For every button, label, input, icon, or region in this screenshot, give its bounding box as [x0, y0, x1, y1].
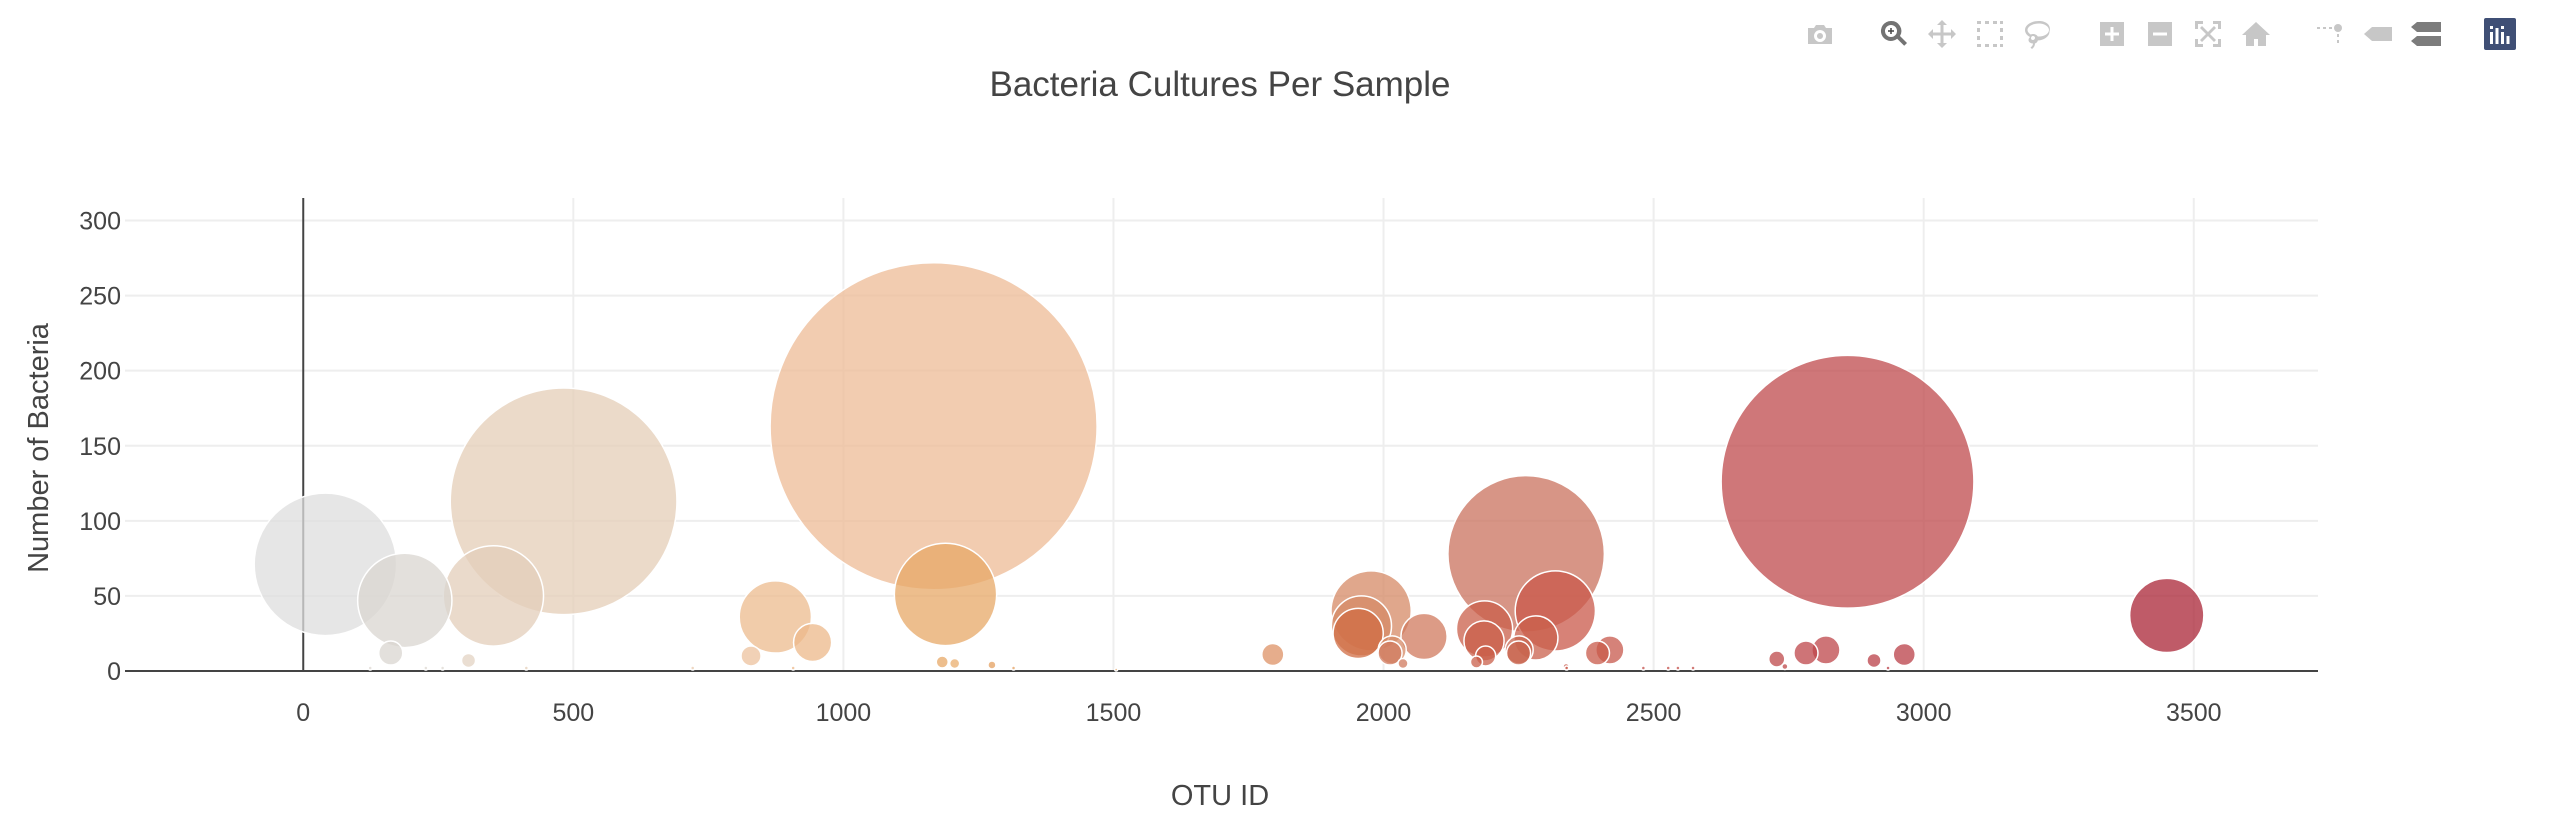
hover-closest-button[interactable] — [2354, 14, 2402, 54]
bubble-point[interactable] — [1563, 665, 1570, 671]
box-select-icon — [1977, 21, 2003, 47]
bubble-point[interactable] — [1400, 612, 1448, 661]
x-axis-title: OTU ID — [1171, 780, 1269, 812]
bubble-point[interactable] — [1781, 662, 1789, 671]
bubble-point[interactable] — [790, 665, 796, 671]
bubble-point[interactable] — [1113, 667, 1119, 672]
spike-lines-button[interactable] — [2306, 14, 2354, 54]
zoom-icon — [1880, 20, 1907, 46]
download-png-button[interactable] — [1796, 14, 1844, 54]
bubble-point[interactable] — [367, 665, 373, 671]
bubble-point[interactable] — [738, 580, 813, 654]
bubble-point[interactable] — [1377, 640, 1403, 666]
x-tick-label: 0 — [296, 699, 310, 727]
x-tick-label: 2000 — [1356, 699, 1412, 727]
modebar-group-logo — [2476, 14, 2524, 54]
bubble-point[interactable] — [1665, 665, 1671, 671]
modebar — [1770, 14, 2524, 54]
bubble-point[interactable] — [769, 261, 1098, 591]
y-tick-label: 200 — [79, 358, 121, 386]
bubble-point[interactable] — [423, 665, 429, 671]
bubble-point[interactable] — [1640, 665, 1647, 671]
pan-button[interactable] — [1918, 14, 1966, 54]
bubble-point[interactable] — [442, 545, 545, 647]
autoscale-icon — [2195, 21, 2221, 47]
zoom-in-button[interactable] — [2088, 14, 2136, 54]
plotly-logo-button[interactable] — [2476, 14, 2524, 54]
bubble-point[interactable] — [1866, 652, 1882, 669]
modebar-group-zoom — [2088, 14, 2280, 54]
zoom-in-icon — [2100, 22, 2124, 46]
x-tick-label: 2500 — [1626, 699, 1682, 727]
bubble-point[interactable] — [1892, 642, 1917, 667]
bubble-point[interactable] — [523, 665, 530, 671]
hover-compare-icon — [2411, 22, 2441, 46]
modebar-group-hover — [2306, 14, 2450, 54]
modebar-group-export — [1796, 14, 1844, 54]
pan-icon — [1928, 20, 1956, 48]
y-axis-title: Number of Bacteria — [23, 322, 55, 573]
bubble-point[interactable] — [1469, 655, 1484, 669]
y-tick-label: 100 — [79, 508, 121, 536]
plotly-logo-icon — [2484, 18, 2516, 50]
bubble-point[interactable] — [1767, 650, 1786, 668]
bubble-point[interactable] — [1505, 640, 1532, 666]
x-tick-label: 3000 — [1896, 699, 1952, 727]
spike-lines-icon — [2317, 24, 2342, 43]
bubble-point[interactable] — [1010, 665, 1017, 671]
lasso-select-button[interactable] — [2014, 14, 2062, 54]
x-tick-label: 1500 — [1086, 699, 1142, 727]
bubble-point[interactable] — [377, 640, 404, 666]
bubble-point[interactable] — [740, 645, 762, 667]
home-icon — [2242, 22, 2270, 46]
zoom-button[interactable] — [1870, 14, 1918, 54]
bubble-point[interactable] — [439, 665, 446, 671]
bubble-point[interactable] — [460, 652, 477, 669]
y-tick-labels: 0 50 100 150 200 250 300 — [79, 208, 121, 686]
camera-icon — [1808, 25, 1832, 44]
x-tick-label: 500 — [552, 699, 594, 727]
bubble-point[interactable] — [1584, 640, 1611, 666]
reset-axes-button[interactable] — [2232, 14, 2280, 54]
y-tick-label: 0 — [107, 658, 121, 686]
bubble-point[interactable] — [689, 665, 696, 671]
bubble-point[interactable] — [1885, 665, 1891, 671]
lasso-select-icon — [2025, 21, 2050, 49]
hover-closest-icon — [2364, 27, 2392, 41]
y-tick-label: 150 — [79, 433, 121, 461]
y-tick-label: 250 — [79, 283, 121, 311]
bubble-point[interactable] — [1261, 642, 1285, 667]
bubble-point[interactable] — [1793, 640, 1819, 666]
y-tick-label: 300 — [79, 208, 121, 236]
bubble-point[interactable] — [356, 552, 453, 649]
chart-title: Bacteria Cultures Per Sample — [989, 65, 1450, 104]
bubble-point[interactable] — [948, 657, 961, 670]
bubble-point[interactable] — [1720, 354, 1975, 609]
autoscale-button[interactable] — [2184, 14, 2232, 54]
bubble-point[interactable] — [2128, 577, 2205, 654]
bubbles-layer[interactable] — [253, 261, 2205, 672]
x-tick-label: 3500 — [2166, 699, 2222, 727]
hover-compare-button[interactable] — [2402, 14, 2450, 54]
bubble-point[interactable] — [935, 655, 950, 669]
bubble-point[interactable] — [987, 660, 997, 670]
y-tick-label: 50 — [93, 583, 121, 611]
box-select-button[interactable] — [1966, 14, 2014, 54]
x-tick-label: 1000 — [816, 699, 872, 727]
bubble-point[interactable] — [1690, 665, 1696, 671]
bubble-point[interactable] — [1675, 665, 1681, 671]
x-tick-labels: 0 500 1000 1500 2000 2500 3000 3500 — [296, 699, 2221, 727]
zoom-out-icon — [2148, 22, 2172, 46]
bubble-point[interactable] — [1332, 607, 1384, 660]
bubble-point[interactable] — [893, 542, 998, 647]
bubble-point[interactable] — [792, 622, 833, 663]
bubble-point[interactable] — [1397, 657, 1409, 670]
modebar-group-drag — [1870, 14, 2062, 54]
zoom-out-button[interactable] — [2136, 14, 2184, 54]
